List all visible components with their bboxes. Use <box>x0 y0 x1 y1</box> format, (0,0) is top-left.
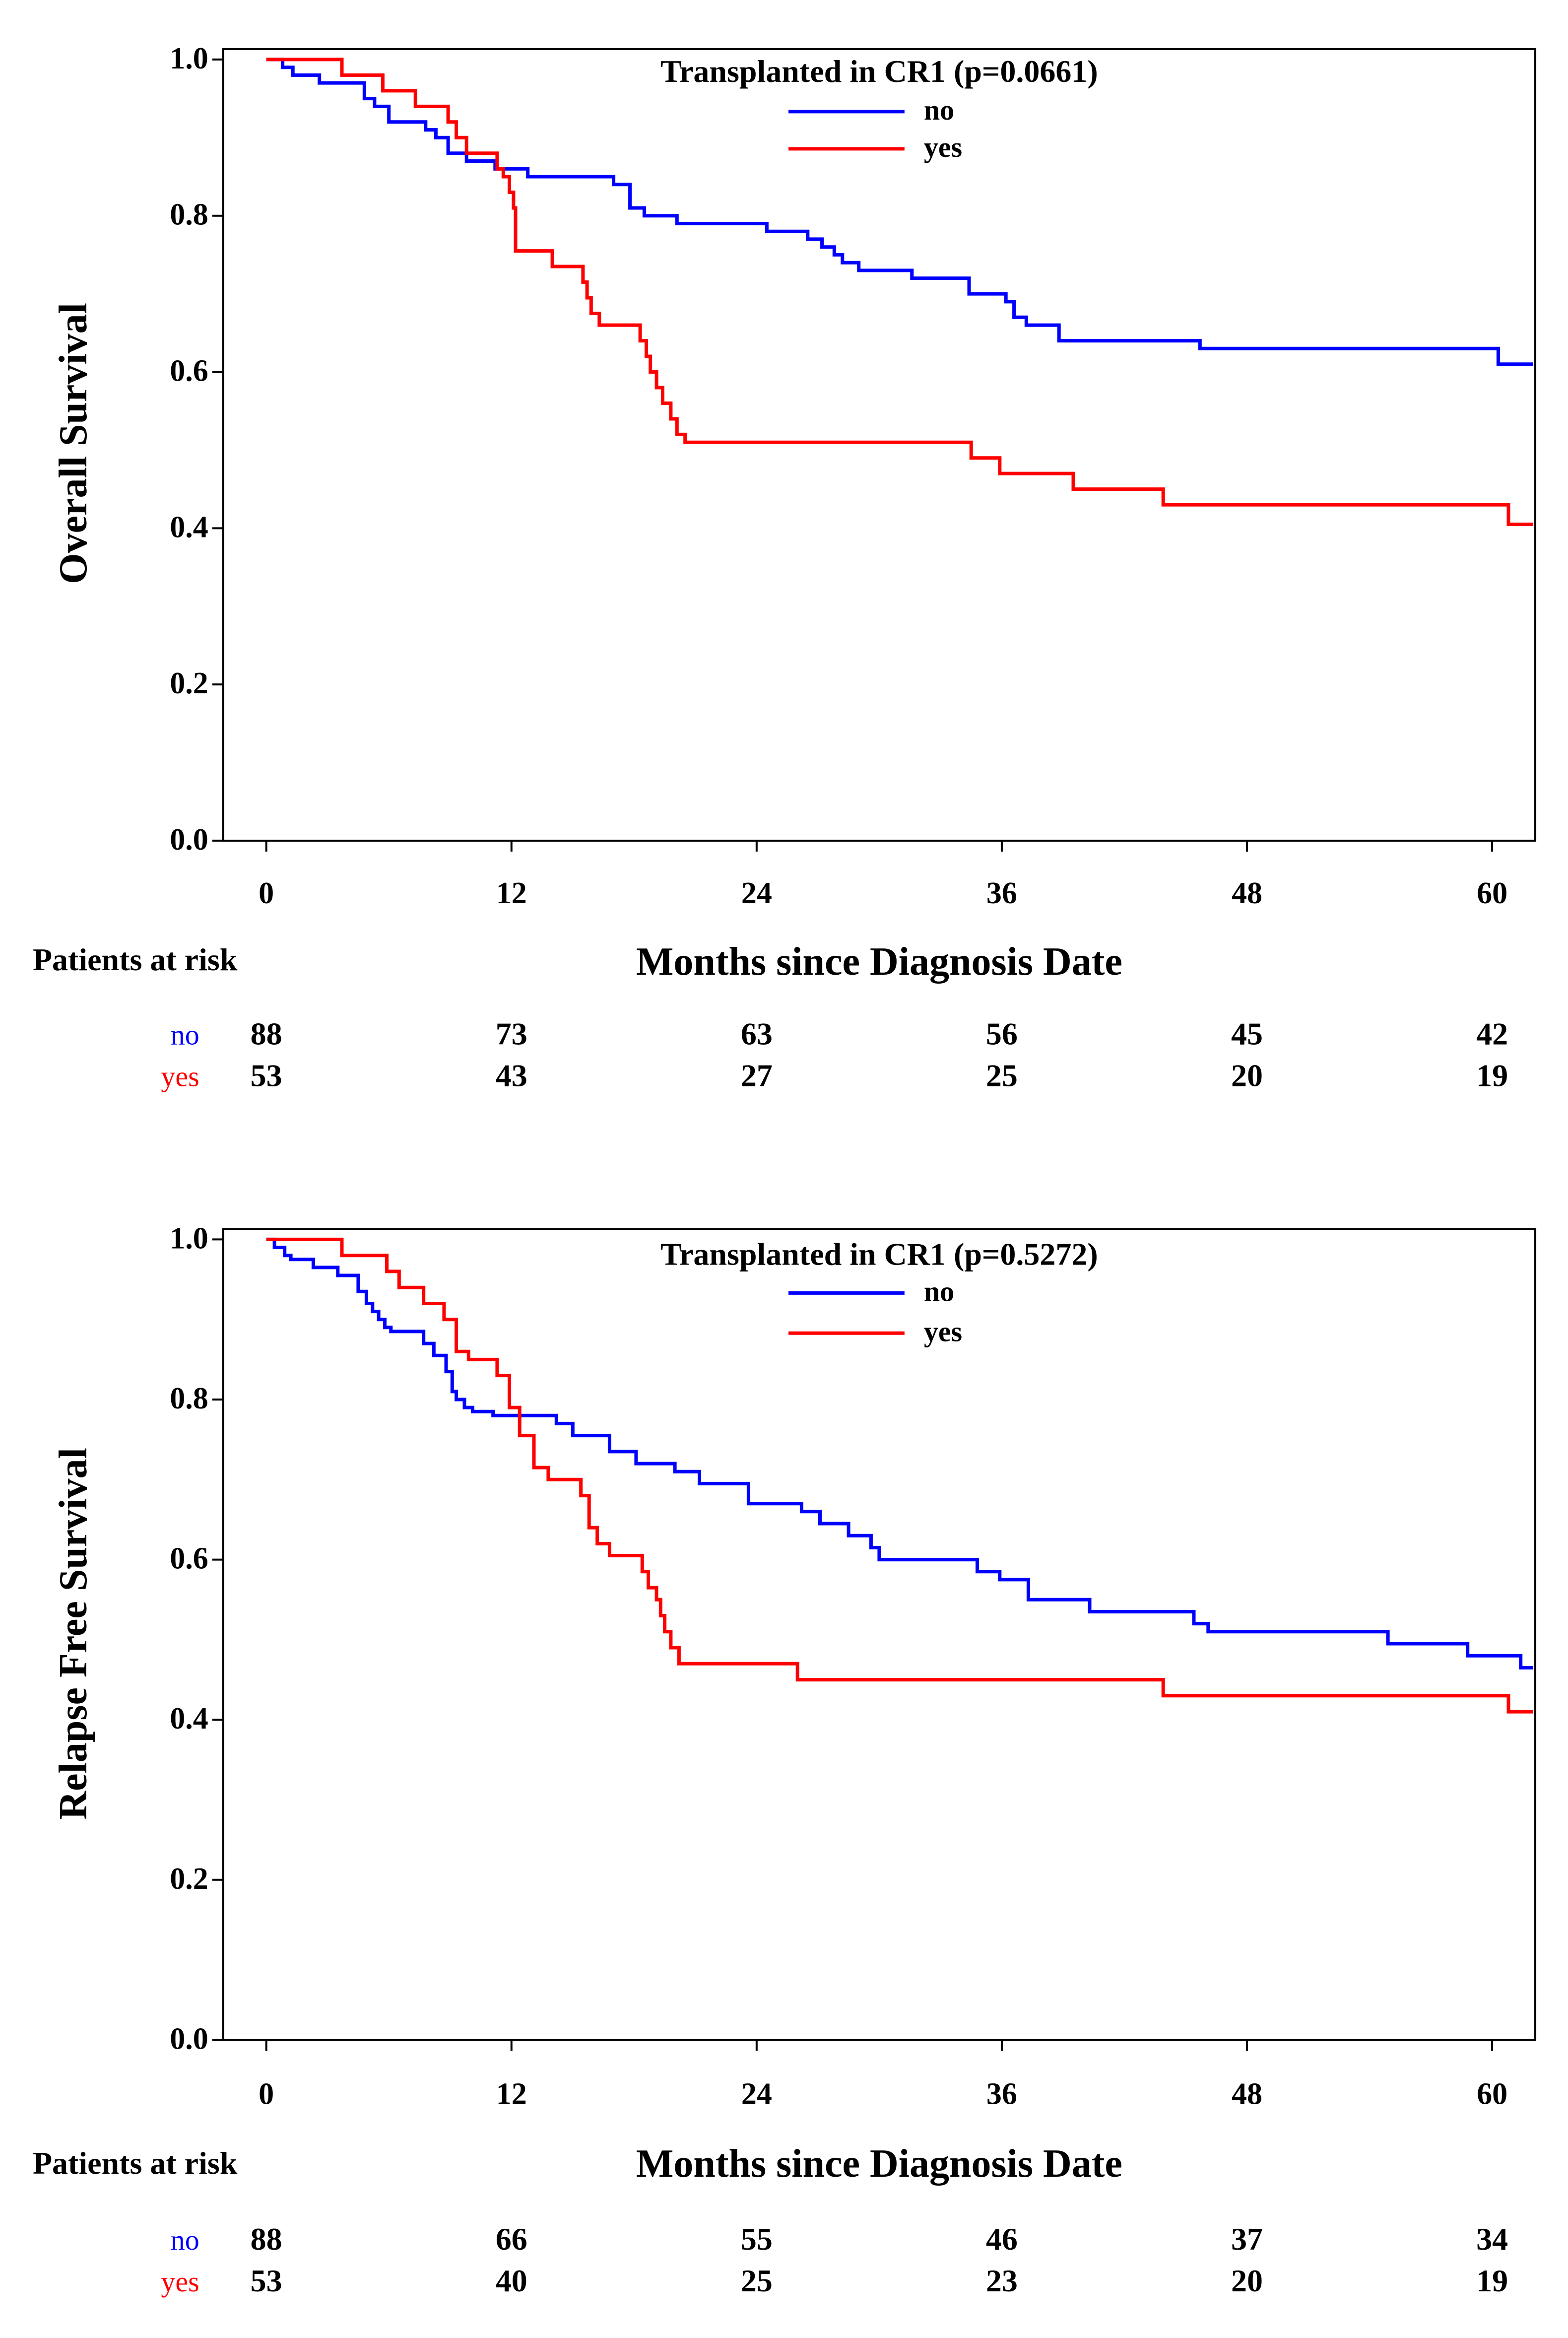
risk-count: 45 <box>1231 1016 1263 1052</box>
legend-title: Transplanted in CR1 (p=0.5272) <box>660 1236 1098 1271</box>
risk-count: 66 <box>496 2221 527 2257</box>
y-tick-label: 0.4 <box>170 1702 208 1736</box>
x-tick-label: 24 <box>741 2077 772 2111</box>
risk-count: 20 <box>1231 1058 1263 1093</box>
y-tick-label: 0.2 <box>170 667 208 700</box>
y-tick-label: 0.4 <box>170 510 208 544</box>
risk-row-label-no: no <box>171 2224 199 2256</box>
risk-count: 34 <box>1476 2221 1508 2257</box>
x-tick-label: 0 <box>259 876 274 910</box>
plot-frame <box>222 48 1537 842</box>
risk-count: 88 <box>251 2221 282 2257</box>
y-tick-label: 0.6 <box>170 1542 208 1576</box>
risk-row-label-yes: yes <box>161 2266 199 2298</box>
relapse-free-survival-chart: 0.0 0.2 0.4 0.6 0.8 1.0 0 12 24 36 48 60 Relapse Fre… <box>33 1221 1537 2298</box>
risk-count: 43 <box>496 1058 527 1093</box>
y-axis-label: Overall Survival <box>52 303 95 584</box>
x-tick-label: 24 <box>741 876 772 910</box>
y-axis-label: Relapse Free Survival <box>52 1448 95 1820</box>
x-tick-label: 60 <box>1477 876 1507 910</box>
plot-frame <box>222 1228 1537 2041</box>
risk-table-title: Patients at risk <box>33 942 238 977</box>
y-tick-label: 0.0 <box>170 823 208 857</box>
risk-count: 25 <box>986 1058 1018 1093</box>
y-tick-label: 1.0 <box>170 1221 208 1255</box>
risk-count: 63 <box>741 1016 773 1052</box>
risk-row-label-yes: yes <box>161 1061 199 1093</box>
y-tick-label: 1.0 <box>170 42 208 75</box>
risk-count: 42 <box>1476 1016 1508 1052</box>
risk-count: 23 <box>986 2263 1018 2298</box>
risk-count: 25 <box>741 2263 773 2298</box>
x-tick-label: 60 <box>1477 2077 1507 2111</box>
km-curve-no <box>266 1237 1533 1670</box>
risk-table-title: Patients at risk <box>33 2145 238 2181</box>
legend-title: Transplanted in CR1 (p=0.0661) <box>660 54 1098 89</box>
km-curve-yes <box>266 1237 1533 1714</box>
risk-count: 56 <box>986 1016 1018 1052</box>
legend-label-no: no <box>924 94 954 126</box>
risk-count: 40 <box>496 2263 527 2298</box>
y-tick-label: 0.2 <box>170 1862 208 1896</box>
risk-count: 55 <box>741 2221 773 2257</box>
km-curve-yes <box>266 58 1533 526</box>
x-tick-label: 0 <box>259 2077 274 2111</box>
x-tick-label: 36 <box>986 876 1017 910</box>
x-tick-label: 48 <box>1232 2077 1262 2111</box>
risk-count: 19 <box>1476 2263 1508 2298</box>
y-tick-label: 0.6 <box>170 354 208 388</box>
risk-count: 46 <box>986 2221 1018 2257</box>
legend-label-no: no <box>924 1275 954 1307</box>
overall-survival-chart: 0.0 0.2 0.4 0.6 0.8 1.0 0 12 24 36 48 60 Overall Sur… <box>33 42 1537 1093</box>
risk-count: 53 <box>251 1058 282 1093</box>
risk-row-label-no: no <box>171 1019 199 1051</box>
x-tick-label: 12 <box>496 876 527 910</box>
risk-count: 19 <box>1476 1058 1508 1093</box>
legend-label-yes: yes <box>924 131 962 163</box>
legend-label-yes: yes <box>924 1315 962 1347</box>
x-tick-label: 36 <box>986 2077 1017 2111</box>
x-axis-label: Months since Diagnosis Date <box>636 940 1122 984</box>
risk-count: 73 <box>496 1016 527 1052</box>
y-tick-label: 0.8 <box>170 198 208 232</box>
km-curve-no <box>266 58 1533 366</box>
y-tick-label: 0.8 <box>170 1382 208 1415</box>
risk-count: 37 <box>1231 2221 1263 2257</box>
x-tick-label: 48 <box>1232 876 1262 910</box>
y-tick-label: 0.0 <box>170 2022 208 2056</box>
risk-count: 20 <box>1231 2263 1263 2298</box>
risk-count: 53 <box>251 2263 282 2298</box>
x-tick-label: 12 <box>496 2077 527 2111</box>
risk-count: 88 <box>251 1016 282 1052</box>
risk-count: 27 <box>741 1058 773 1093</box>
x-axis-label: Months since Diagnosis Date <box>636 2142 1122 2186</box>
